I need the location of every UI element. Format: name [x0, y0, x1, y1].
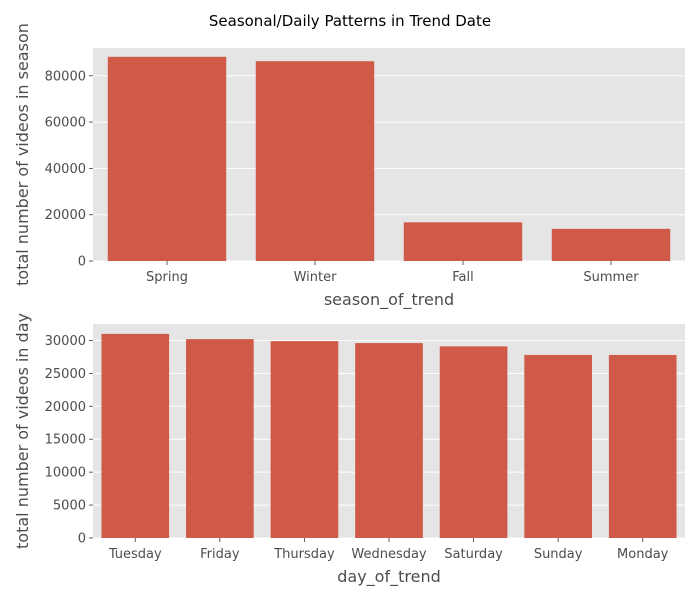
season-y-tick-label: 40000 — [45, 162, 86, 177]
season-bar-spring — [107, 56, 227, 262]
y-axis-label: total number of videos in day — [13, 313, 32, 549]
day-bar-sunday — [524, 354, 592, 538]
day-y-tick-label: 5000 — [53, 499, 86, 514]
day-bar-chart: 0 5000 10000 15000 20000 25000 30000 Tuesday Fri… — [13, 313, 685, 587]
day-bar-thursday — [270, 341, 339, 538]
season-bar-chart: 0 20000 40000 60000 80000 Spring Winter Fall Sum… — [13, 23, 685, 310]
season-label-spring: Spring — [146, 270, 188, 285]
season-label-winter: Winter — [294, 270, 338, 285]
day-label-sunday: Sunday — [534, 547, 583, 562]
day-label-wednesday: Wednesday — [351, 547, 427, 562]
day-label-monday: Monday — [617, 547, 669, 562]
day-y-tick-label: 15000 — [45, 433, 86, 448]
season-bar-winter — [255, 61, 375, 261]
season-bar-summer — [551, 228, 671, 261]
chart-title: Seasonal/Daily Patterns in Trend Date — [209, 12, 491, 30]
day-y-tick-label: 25000 — [45, 367, 86, 382]
day-label-thursday: Thursday — [273, 547, 335, 562]
season-y-tick-label: 0 — [78, 255, 86, 270]
day-bar-monday — [608, 354, 677, 538]
day-y-tick-label: 20000 — [45, 400, 86, 415]
day-y-tick-label: 10000 — [45, 466, 86, 481]
day-label-friday: Friday — [200, 547, 240, 562]
season-y-tick-label: 20000 — [45, 208, 86, 223]
day-label-tuesday: Tuesday — [108, 547, 162, 562]
day-y-tick-label: 0 — [78, 532, 86, 547]
season-bar-fall — [403, 222, 523, 261]
day-y-tick-label: 30000 — [45, 334, 86, 349]
x-axis-label: day_of_trend — [337, 567, 441, 587]
day-bar-saturday — [439, 346, 508, 538]
y-axis-label: total number of videos in season — [13, 23, 32, 286]
day-label-saturday: Saturday — [444, 547, 503, 562]
season-y-tick-label: 80000 — [45, 69, 86, 84]
season-y-tick-label: 60000 — [45, 116, 86, 131]
day-bar-tuesday — [101, 333, 170, 538]
x-axis-label: season_of_trend — [324, 290, 454, 310]
day-bar-friday — [186, 339, 254, 538]
season-label-summer: Summer — [583, 270, 639, 285]
day-bar-wednesday — [355, 343, 423, 538]
season-label-fall: Fall — [452, 270, 473, 285]
